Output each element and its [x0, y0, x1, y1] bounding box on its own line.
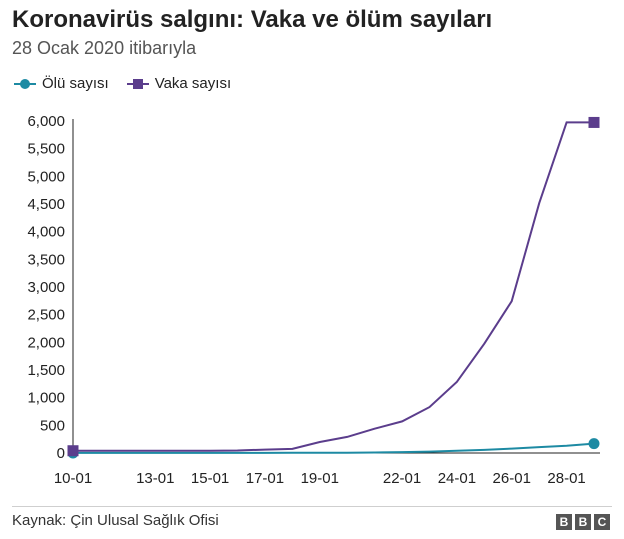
line-chart: 0 500 1,000 1,500 2,000 2,500 3,000 3,500 4,000 4… [27, 113, 600, 487]
x-tick-label: 26-01 [493, 470, 531, 487]
x-tick-label: 13-01 [136, 470, 174, 487]
y-tick-label: 3,500 [27, 251, 65, 268]
y-tick-label: 1,000 [27, 390, 65, 407]
bbc-logo-letter: B [556, 514, 572, 530]
y-tick-label: 500 [40, 417, 65, 434]
x-tick-label: 22-01 [383, 470, 421, 487]
x-tick-label: 15-01 [191, 470, 229, 487]
legend-label-cases: Vaka sayısı [154, 75, 232, 92]
y-tick-label: 5,000 [27, 168, 65, 185]
x-tick-label: 28-01 [547, 470, 585, 487]
x-tick-label: 19-01 [301, 470, 339, 487]
cases-series-line [73, 121, 594, 452]
y-tick-label: 1,500 [27, 362, 65, 379]
deaths-series-line [73, 442, 595, 454]
y-tick-label: 4,000 [27, 224, 65, 241]
x-tick-label: 10-01 [54, 470, 92, 487]
y-tick-label: 2,000 [27, 334, 65, 351]
source-note: Kaynak: Çin Ulusal Sağlık Ofisi [12, 512, 219, 529]
chart-subtitle: 28 Ocak 2020 itibarıyla [12, 38, 197, 58]
footer-divider [12, 506, 612, 507]
legend-item-deaths: Ölü sayısı [14, 75, 109, 92]
legend-item-cases: Vaka sayısı [126, 75, 232, 92]
legend-label-deaths: Ölü sayısı [42, 75, 109, 92]
chart-legend: Ölü sayısı Vaka sayısı [14, 75, 249, 92]
y-tick-label: 4,500 [27, 196, 65, 213]
bbc-logo: B B C [553, 514, 610, 530]
legend-marker-square-icon [126, 78, 149, 89]
y-tick-label: 3,000 [27, 279, 65, 296]
y-tick-label: 6,000 [27, 113, 65, 130]
deaths-point-marker [588, 438, 600, 450]
chart-title: Koronavirüs salgını: Vaka ve ölüm sayıla… [12, 6, 493, 33]
bbc-logo-letter: C [594, 514, 610, 530]
cases-point-marker [67, 445, 79, 457]
y-tick-label: 0 [57, 445, 65, 462]
legend-marker-circle-icon [14, 78, 36, 89]
y-tick-label: 5,500 [27, 141, 65, 158]
cases-point-marker [588, 116, 600, 128]
x-tick-label: 24-01 [438, 470, 476, 487]
bbc-logo-letter: B [575, 514, 591, 530]
y-tick-label: 2,500 [27, 307, 65, 324]
x-tick-label: 17-01 [246, 470, 284, 487]
